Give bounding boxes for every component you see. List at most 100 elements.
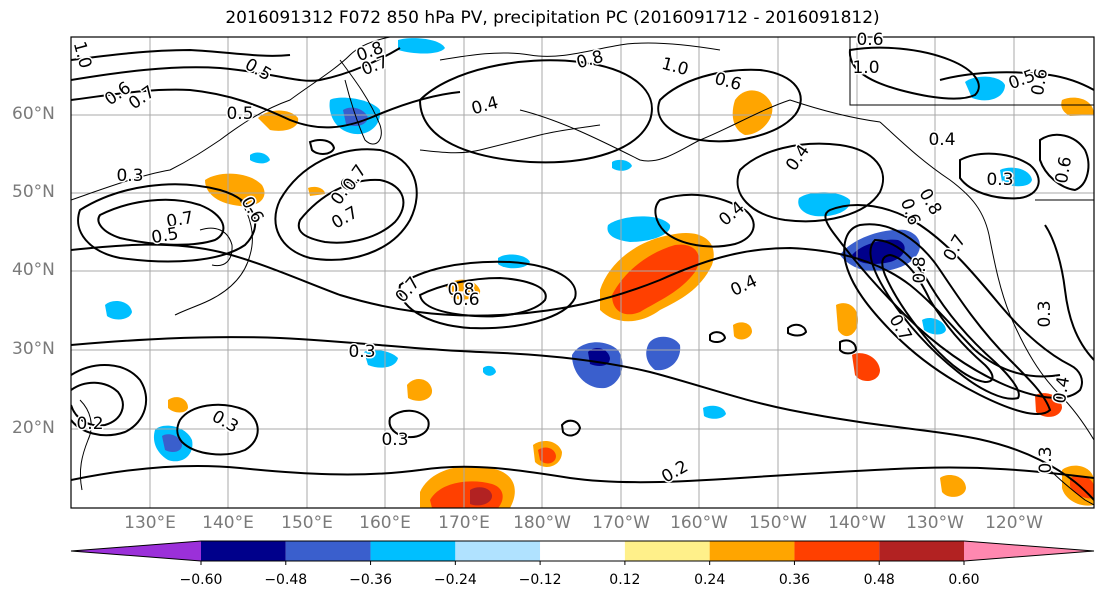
pv-contour bbox=[297, 178, 405, 244]
colorbar-tick-label: −0.12 bbox=[518, 572, 562, 588]
precip-cell-neg bbox=[798, 192, 851, 217]
precip-cell-neg bbox=[250, 152, 270, 164]
pv-contour bbox=[274, 148, 418, 261]
graticule bbox=[71, 37, 1094, 508]
lat-label-20n: 20°N bbox=[12, 418, 55, 438]
pv-contour bbox=[824, 204, 1083, 399]
coastlines bbox=[71, 37, 1094, 506]
colorbar-segment bbox=[455, 541, 541, 561]
precip-cell-pos bbox=[446, 279, 481, 300]
pv-contour bbox=[843, 223, 1052, 415]
colorbar-tick-label: −0.36 bbox=[349, 572, 392, 588]
contour-label: 0.6 bbox=[452, 290, 479, 310]
pv-contour bbox=[848, 46, 980, 100]
pv-contour bbox=[1044, 224, 1094, 361]
pv-contour bbox=[881, 253, 994, 384]
precip-cell-neg bbox=[612, 159, 632, 171]
pv-contour bbox=[398, 260, 577, 330]
lon-label-160e: 160°E bbox=[359, 513, 411, 533]
pv-contour bbox=[176, 403, 259, 456]
colorbar-tick-label: −0.24 bbox=[433, 572, 477, 588]
precip-cell-pos bbox=[205, 173, 265, 207]
coast-korea bbox=[199, 227, 233, 267]
pv-contour bbox=[1039, 133, 1090, 192]
pv-contour bbox=[71, 464, 1094, 484]
precip-cell-neg bbox=[852, 239, 905, 264]
colorbar-tick-label: 0.36 bbox=[778, 572, 811, 588]
precip-cell-neg bbox=[483, 365, 496, 376]
pv-contour bbox=[71, 47, 401, 82]
contour-label: 0.8 bbox=[910, 256, 930, 283]
contour-label: 0.3 bbox=[1035, 300, 1055, 327]
pv-contour bbox=[71, 381, 124, 427]
lat-label-50n: 50°N bbox=[12, 182, 55, 202]
precip-cell-pos bbox=[852, 353, 880, 382]
coast-asia bbox=[71, 37, 391, 201]
pv-contour bbox=[657, 68, 802, 143]
pv-contour bbox=[709, 331, 727, 344]
lon-label-150e: 150°E bbox=[281, 513, 333, 533]
precip-cell-pos bbox=[733, 322, 752, 340]
contour-label: 0.6 bbox=[1052, 155, 1076, 185]
lon-label-120w: 120°W bbox=[985, 513, 1043, 533]
lon-label-160w: 160°W bbox=[670, 513, 728, 533]
lat-label-60n: 60°N bbox=[12, 104, 55, 124]
chart-title: 2016091312 F072 850 hPa PV, precipitatio… bbox=[225, 8, 880, 28]
pv-contour bbox=[77, 183, 257, 263]
colorbar-segment bbox=[285, 541, 371, 561]
colorbar-segment bbox=[709, 541, 795, 561]
colorbar-tick-label: 0.24 bbox=[694, 572, 726, 588]
contour-label: 0.3 bbox=[986, 170, 1013, 190]
precip-cell-pos bbox=[836, 303, 858, 337]
pv-contour bbox=[959, 152, 1040, 200]
precip-cell-pos bbox=[1061, 97, 1094, 116]
pv-contour bbox=[71, 364, 148, 437]
precip-cell-neg bbox=[922, 318, 946, 335]
lon-label-140w: 140°W bbox=[828, 513, 886, 533]
colorbar bbox=[70, 540, 1095, 565]
lat-label-40n: 40°N bbox=[12, 260, 55, 280]
contour-label: 1.0 bbox=[852, 58, 879, 78]
coast-kamchatka bbox=[339, 59, 382, 145]
colorbar-segment bbox=[370, 541, 456, 561]
lon-label-130e: 130°E bbox=[124, 513, 176, 533]
colorbar-segment bbox=[201, 541, 286, 561]
pv-contour bbox=[736, 142, 885, 223]
contour-label: 0.3 bbox=[381, 430, 408, 450]
pv-contour bbox=[418, 276, 547, 318]
colorbar-tick-label: −0.48 bbox=[264, 572, 308, 588]
precip-cell-pos bbox=[407, 378, 433, 401]
precip-cell-neg bbox=[364, 350, 398, 368]
precip-cell-pos bbox=[732, 90, 773, 135]
precip-cell-neg bbox=[607, 216, 671, 242]
contour-label: 0.6 bbox=[856, 30, 883, 50]
precip-cell-pos bbox=[308, 186, 325, 196]
lon-label-170e: 170°E bbox=[438, 513, 490, 533]
lon-label-180w: 180°W bbox=[513, 513, 571, 533]
lon-label-170w: 170°W bbox=[592, 513, 650, 533]
pv-contour bbox=[787, 323, 808, 337]
colorbar-tick-label: 0.60 bbox=[948, 572, 980, 588]
precip-cell-neg bbox=[105, 300, 132, 320]
precip-cell-pos bbox=[940, 475, 966, 497]
pv-contours bbox=[71, 46, 1094, 501]
coast-japan bbox=[174, 199, 253, 316]
precip-shading bbox=[105, 38, 1094, 508]
contour-label: 0.4 bbox=[928, 130, 955, 150]
pv-contour bbox=[654, 193, 755, 248]
lon-label-150w: 150°W bbox=[749, 513, 807, 533]
precip-cell-pos bbox=[470, 487, 493, 506]
pv-contour bbox=[308, 139, 336, 155]
lat-label-30n: 30°N bbox=[12, 339, 55, 359]
colorbar-segment bbox=[71, 541, 201, 561]
pv-contour bbox=[71, 88, 461, 129]
pv-contour bbox=[71, 336, 1094, 501]
precip-cell-pos bbox=[612, 244, 699, 315]
contour-label: 0.3 bbox=[116, 166, 143, 186]
colorbar-segment bbox=[624, 541, 710, 561]
colorbar-segment bbox=[879, 541, 964, 561]
colorbar-tick-label: 0.12 bbox=[609, 572, 641, 588]
coast-aleutians bbox=[419, 124, 601, 154]
pv-contour bbox=[71, 243, 1061, 378]
